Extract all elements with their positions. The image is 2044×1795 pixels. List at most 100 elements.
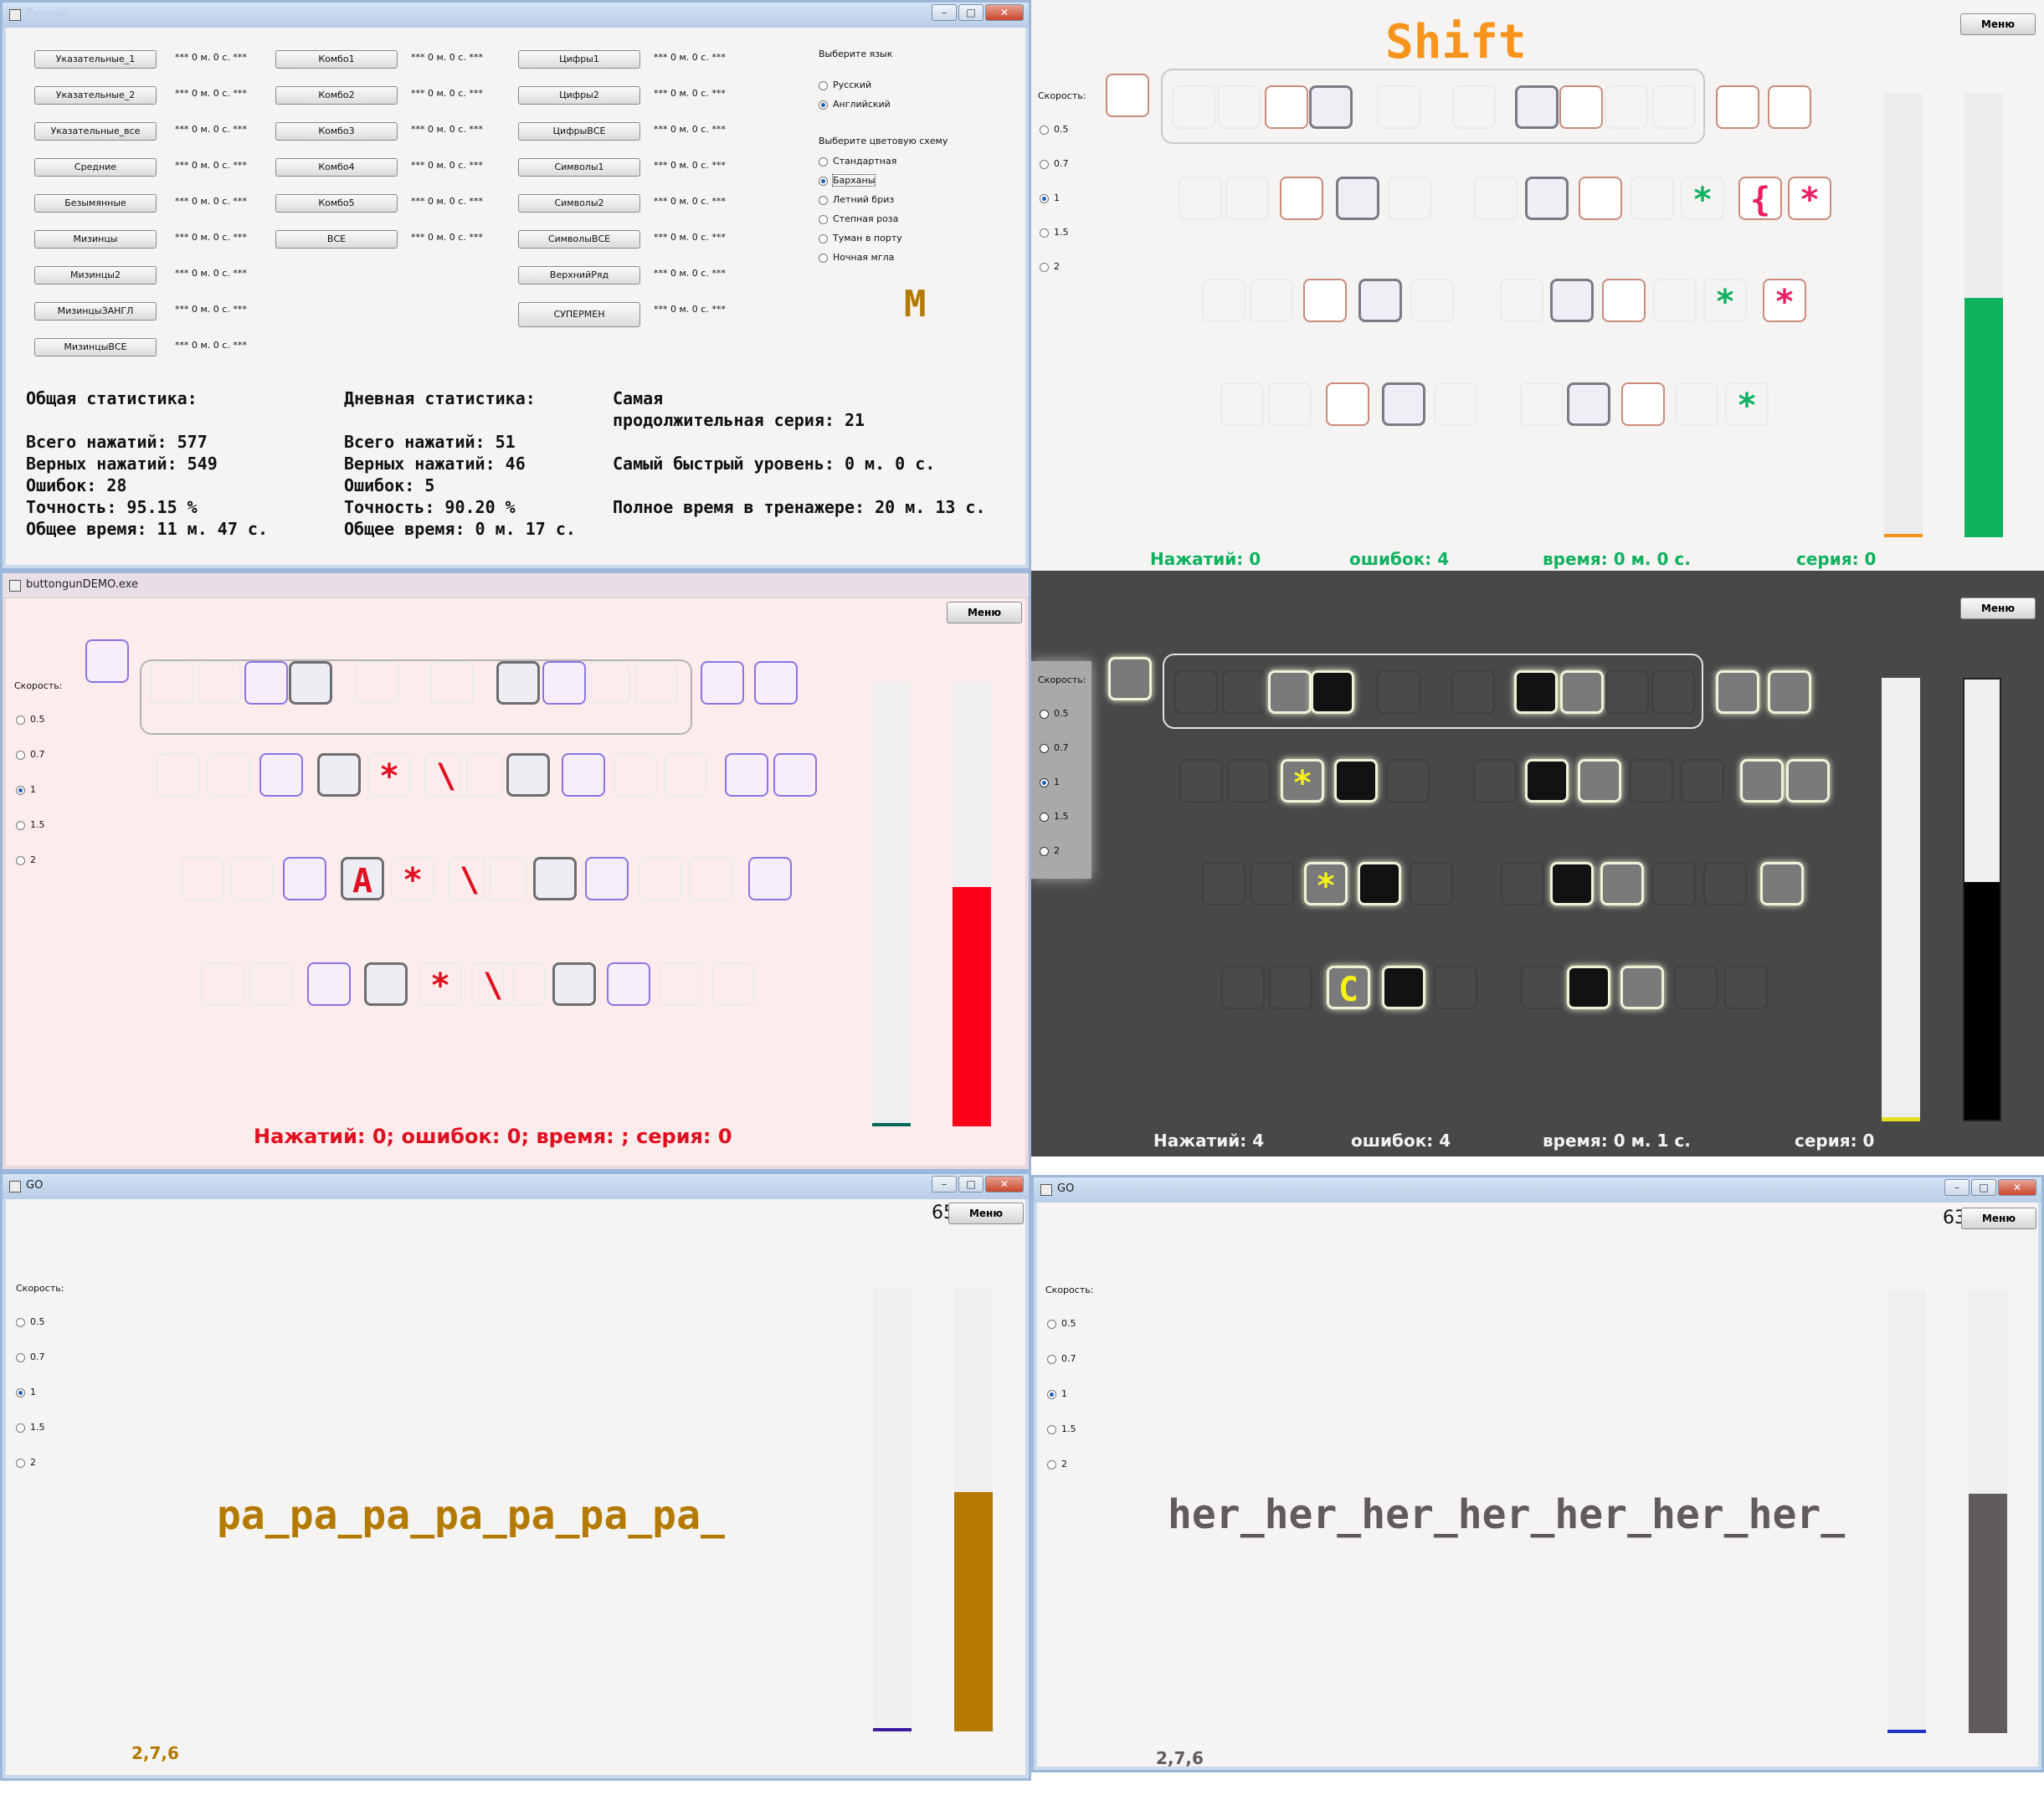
lesson-button[interactable]: Цифры2 [518,86,640,105]
lesson-button[interactable]: Указательные_все [34,122,157,141]
scheme-option[interactable]: Летний бриз [819,194,894,205]
title-bar[interactable]: GO – □ ✕ [1034,1177,2041,1203]
radio-icon[interactable] [819,214,828,224]
lesson-button[interactable]: ВерхнийРяд [518,266,640,285]
lesson-button[interactable]: МизинцыВСЕ [34,338,157,356]
speed-option[interactable]: 0.5 [1040,124,1069,135]
lesson-button[interactable]: СимволыВСЕ [518,230,640,249]
radio-icon[interactable] [819,80,828,90]
speed-option[interactable]: 1.5 [1040,811,1069,822]
menu-button[interactable]: Меню [1961,1208,2036,1229]
lesson-button[interactable]: Безымянные [34,194,157,213]
lesson-button[interactable]: СУПЕРМЕН [518,302,640,327]
lang-english[interactable]: Английский [819,99,891,110]
lesson-button[interactable]: Символы1 [518,158,640,177]
maximize-button[interactable]: □ [958,1176,983,1192]
radio-icon[interactable] [1040,262,1049,272]
speed-option[interactable]: 2 [16,1457,36,1468]
menu-button[interactable]: Меню [1960,597,2036,619]
speed-option[interactable]: 2 [1040,261,1060,272]
speed-option[interactable]: 0.5 [16,714,45,725]
radio-icon[interactable] [16,1458,25,1468]
lesson-button[interactable]: Средние [34,158,157,177]
radio-icon[interactable] [16,1387,25,1398]
lesson-button[interactable]: Символы2 [518,194,640,213]
radio-icon[interactable] [1040,159,1049,169]
speed-option[interactable]: 0.5 [1040,708,1069,719]
speed-option[interactable]: 2 [1040,845,1060,856]
speed-option[interactable]: 1 [16,1387,36,1398]
speed-option[interactable]: 1 [1040,777,1060,787]
radio-icon[interactable] [819,195,828,205]
menu-button[interactable]: Меню [947,602,1022,623]
lesson-button[interactable]: МизинцыЗАНГЛ [34,302,157,321]
lang-russian[interactable]: Русский [819,79,871,90]
close-button[interactable]: ✕ [1998,1179,2036,1196]
maximize-button[interactable]: □ [1971,1179,1996,1196]
speed-option[interactable]: 0.5 [16,1316,45,1327]
title-bar[interactable]: buttongunDEMO.exe [3,573,1029,598]
radio-icon[interactable] [1047,1424,1056,1434]
lesson-button[interactable]: ВСЕ [275,230,398,249]
lesson-button[interactable]: Комбо2 [275,86,398,105]
scheme-option[interactable]: Барханы [819,174,876,187]
speed-option[interactable]: 1 [16,784,36,795]
lesson-button[interactable]: Комбо3 [275,122,398,141]
radio-icon[interactable] [1047,1389,1056,1399]
radio-icon[interactable] [16,785,25,795]
scheme-option[interactable]: Ночная мгла [819,252,894,263]
menu-button[interactable]: Меню [948,1203,1024,1224]
speed-option[interactable]: 0.7 [16,1351,45,1362]
radio-icon[interactable] [1040,846,1049,856]
radio-icon[interactable] [1040,812,1049,822]
speed-option[interactable]: 0.7 [16,749,45,760]
lesson-button[interactable]: Комбо1 [275,50,398,69]
speed-option[interactable]: 0.5 [1047,1318,1076,1329]
speed-option[interactable]: 2 [16,854,36,865]
lesson-button[interactable]: Мизинцы [34,230,157,249]
speed-option[interactable]: 1.5 [1040,227,1069,238]
radio-icon[interactable] [16,1423,25,1433]
radio-icon[interactable] [819,176,828,186]
speed-option[interactable]: 0.7 [1040,158,1069,169]
radio-icon[interactable] [819,100,828,110]
radio-icon[interactable] [819,233,828,244]
lesson-button[interactable]: Комбо4 [275,158,398,177]
close-button[interactable]: ✕ [985,4,1024,21]
speed-option[interactable]: 1.5 [16,1422,45,1433]
lesson-button[interactable]: Комбо5 [275,194,398,213]
radio-icon[interactable] [16,1352,25,1362]
speed-option[interactable]: 0.7 [1047,1353,1076,1364]
title-bar[interactable]: GO – □ ✕ [3,1174,1029,1199]
radio-icon[interactable] [1040,743,1049,753]
speed-option[interactable]: 0.7 [1040,742,1069,753]
radio-icon[interactable] [1040,193,1049,203]
radio-icon[interactable] [16,750,25,760]
lesson-button[interactable]: ЦифрыВСЕ [518,122,640,141]
lesson-button[interactable]: Цифры1 [518,50,640,69]
radio-icon[interactable] [16,820,25,830]
radio-icon[interactable] [16,1317,25,1327]
speed-option[interactable]: 1 [1047,1388,1067,1399]
speed-option[interactable]: 1 [1040,192,1060,203]
radio-icon[interactable] [1040,125,1049,135]
close-button[interactable]: ✕ [985,1176,1024,1192]
minimize-button[interactable]: – [932,1176,957,1192]
speed-option[interactable]: 2 [1047,1459,1067,1469]
radio-icon[interactable] [1047,1459,1056,1469]
title-bar[interactable]: Ручные – □ ✕ [3,3,1029,28]
lesson-button[interactable]: Указательные_1 [34,50,157,69]
scheme-option[interactable]: Степная роза [819,213,898,224]
speed-option[interactable]: 1.5 [16,819,45,830]
lesson-button[interactable]: Указательные_2 [34,86,157,105]
radio-icon[interactable] [1040,228,1049,238]
lesson-button[interactable]: Мизинцы2 [34,266,157,285]
scheme-option[interactable]: Стандартная [819,156,896,167]
radio-icon[interactable] [1047,1319,1056,1329]
minimize-button[interactable]: – [932,4,957,21]
radio-icon[interactable] [819,156,828,167]
menu-button[interactable]: Меню [1960,13,2036,35]
radio-icon[interactable] [16,715,25,725]
maximize-button[interactable]: □ [958,4,983,21]
radio-icon[interactable] [1047,1354,1056,1364]
